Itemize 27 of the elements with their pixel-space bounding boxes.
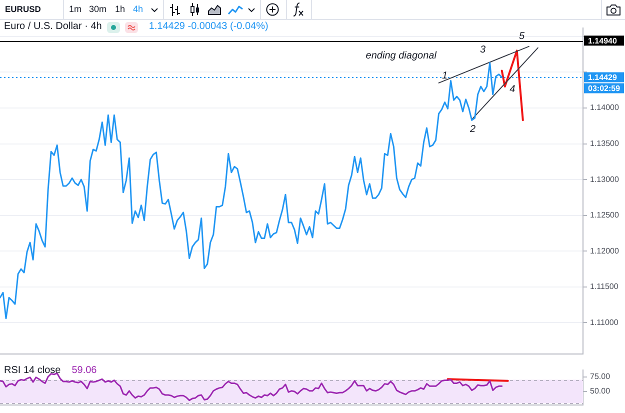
text: 1m bbox=[69, 4, 82, 15]
annotation: 2 bbox=[469, 124, 476, 136]
y-tick-label: 1.13000 bbox=[590, 174, 620, 184]
annotation: 5 bbox=[519, 31, 526, 42]
annotation: 3 bbox=[480, 44, 486, 56]
ref-line-label: 1.14429 bbox=[588, 72, 618, 82]
chart-subtitle: 1.14429 -0.00043 (-0.04%) bbox=[148, 21, 268, 33]
chart-subtitle: 59.06 bbox=[72, 365, 97, 377]
y-tick-label: 1.13500 bbox=[590, 138, 620, 148]
annotation: 1 bbox=[442, 70, 448, 82]
y-tick-label: 75.00 bbox=[590, 372, 611, 381]
y-tick-label: 1.12000 bbox=[590, 246, 620, 256]
annotation: 4 bbox=[510, 84, 516, 95]
text: EURUSD bbox=[5, 4, 41, 15]
text: 03:02:59 bbox=[588, 84, 621, 93]
annotation: ending diagonal bbox=[366, 50, 438, 62]
chart-title: RSI 14 close bbox=[4, 365, 61, 377]
y-tick-label: 1.11000 bbox=[590, 318, 619, 327]
text: 30m bbox=[89, 4, 107, 15]
ref-line-label: 1.14940 bbox=[588, 36, 618, 46]
y-tick-label: 1.12500 bbox=[590, 210, 620, 220]
y-tick-label: 1.11500 bbox=[590, 282, 619, 292]
y-tick-label: 50.00 bbox=[590, 386, 611, 396]
y-tick-label: 1.14000 bbox=[590, 103, 620, 112]
text: 1h bbox=[115, 4, 126, 15]
text: 4h bbox=[133, 4, 144, 15]
chart-title: Euro / U.S. Dollar · 4h bbox=[4, 21, 102, 33]
